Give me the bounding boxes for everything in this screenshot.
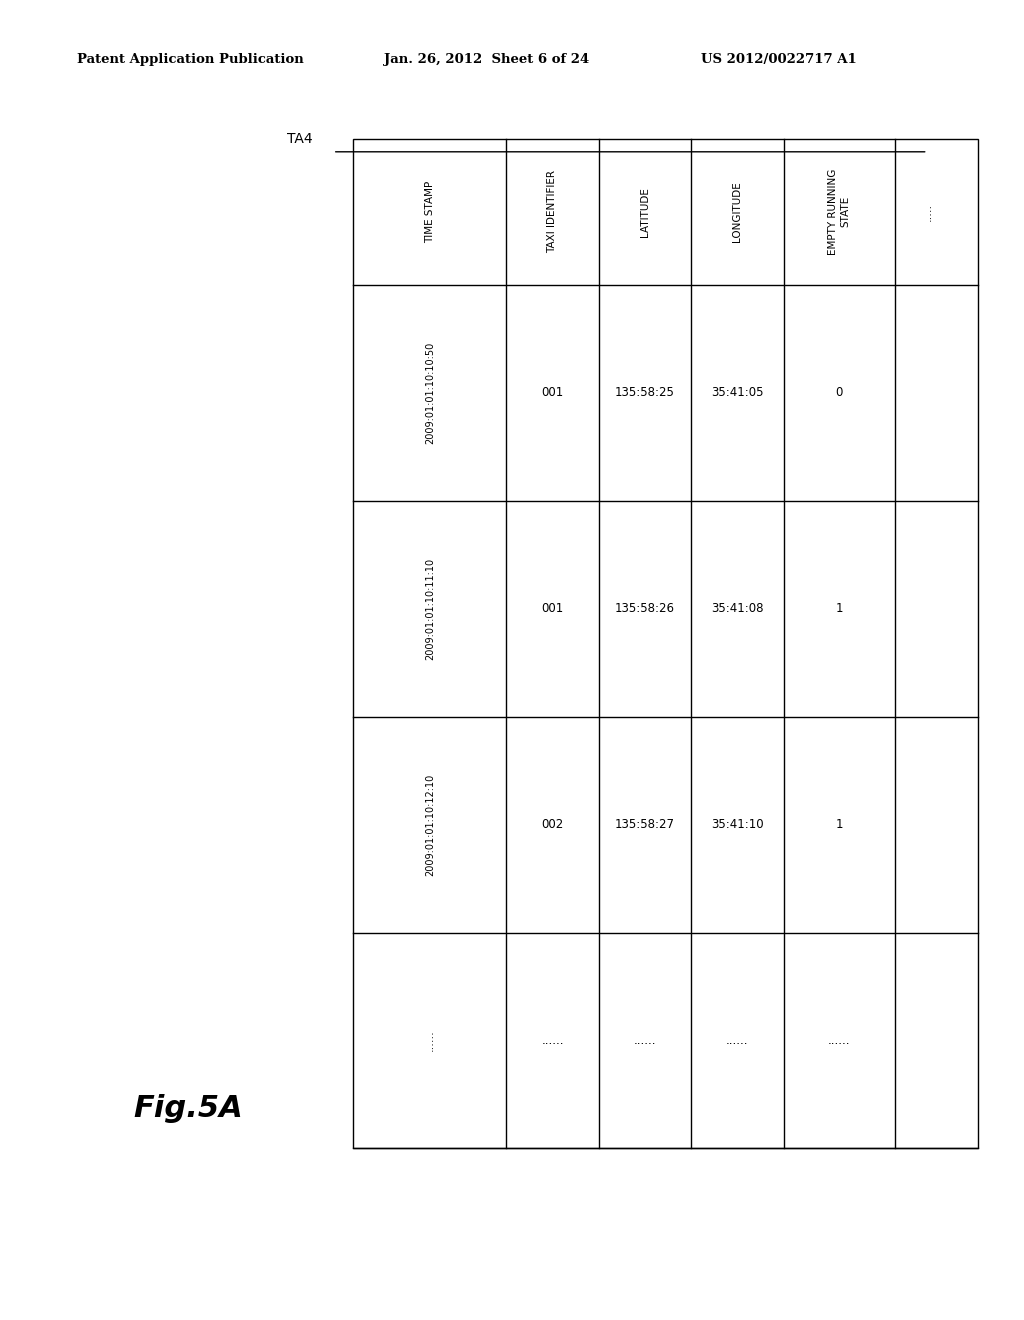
Text: 2009:01:01:10:11:10: 2009:01:01:10:11:10: [425, 558, 435, 660]
Text: TA4: TA4: [287, 132, 312, 145]
Text: ......: ......: [634, 1034, 656, 1047]
Text: 001: 001: [542, 602, 563, 615]
Text: 1: 1: [836, 602, 843, 615]
Text: LATITUDE: LATITUDE: [640, 187, 650, 236]
Bar: [353, 139, 978, 1148]
Text: 0: 0: [836, 387, 843, 400]
Text: Patent Application Publication: Patent Application Publication: [77, 53, 303, 66]
Text: 2009:01:01:10:10:50: 2009:01:01:10:10:50: [425, 342, 435, 444]
Text: EMPTY RUNNING
STATE: EMPTY RUNNING STATE: [828, 169, 850, 255]
Text: ......: ......: [542, 1034, 564, 1047]
Text: ......: ......: [726, 1034, 749, 1047]
Text: TIME STAMP: TIME STAMP: [425, 181, 435, 243]
Text: 135:58:25: 135:58:25: [615, 387, 675, 400]
Text: .....: .....: [923, 203, 933, 220]
Text: 135:58:26: 135:58:26: [615, 602, 675, 615]
Text: 001: 001: [542, 387, 563, 400]
Text: 35:41:10: 35:41:10: [711, 818, 764, 832]
Text: TAXI IDENTIFIER: TAXI IDENTIFIER: [548, 170, 557, 253]
Text: LONGITUDE: LONGITUDE: [732, 181, 742, 242]
Text: Jan. 26, 2012  Sheet 6 of 24: Jan. 26, 2012 Sheet 6 of 24: [384, 53, 589, 66]
Text: 1: 1: [836, 818, 843, 832]
Text: 135:58:27: 135:58:27: [615, 818, 675, 832]
Text: ......: ......: [425, 1030, 435, 1051]
Text: 35:41:08: 35:41:08: [712, 602, 764, 615]
Text: US 2012/0022717 A1: US 2012/0022717 A1: [701, 53, 857, 66]
Text: ......: ......: [828, 1034, 851, 1047]
Text: 2009:01:01:10:12:10: 2009:01:01:10:12:10: [425, 774, 435, 875]
Text: Fig.5A: Fig.5A: [133, 1094, 243, 1123]
Text: 002: 002: [542, 818, 563, 832]
Text: 35:41:05: 35:41:05: [712, 387, 764, 400]
